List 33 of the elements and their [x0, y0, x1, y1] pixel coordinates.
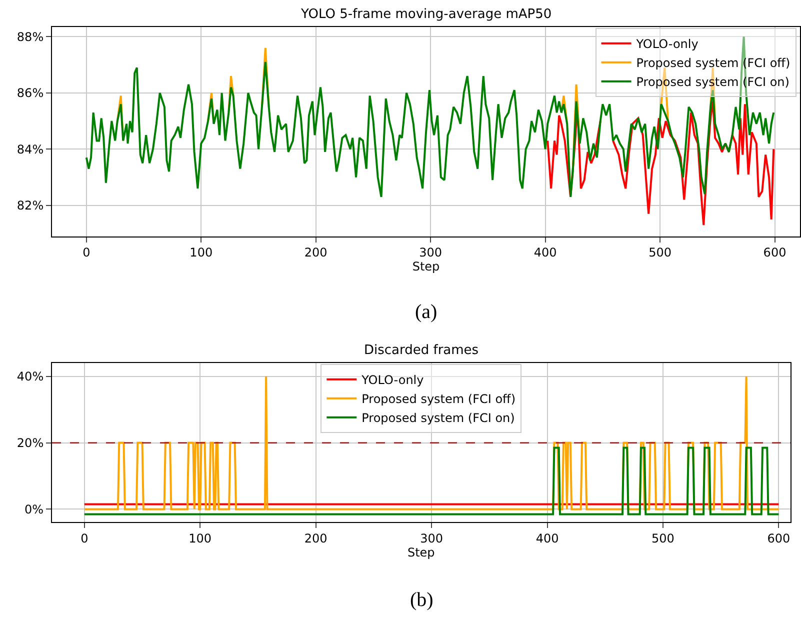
legend-label: Proposed system (FCI on) — [636, 75, 790, 90]
x-tick-label: 300 — [420, 532, 444, 546]
y-tick-label: 82% — [16, 198, 44, 213]
x-axis-title: Step — [407, 546, 435, 560]
y-tick-label: 88% — [16, 30, 44, 44]
y-tick-label: 20% — [16, 436, 44, 450]
text: (a) — [415, 301, 438, 323]
x-tick-label: 500 — [648, 246, 672, 260]
x-tick-label: 600 — [767, 532, 790, 546]
chart-title: YOLO 5-frame moving-average mAP50 — [300, 7, 552, 22]
x-tick-label: 0 — [80, 532, 88, 546]
x-tick-label: 200 — [304, 532, 328, 546]
y-tick-label: 40% — [16, 370, 44, 384]
y-tick-label: 86% — [16, 86, 44, 100]
x-tick-label: 600 — [763, 246, 786, 260]
x-tick-label: 400 — [534, 246, 557, 260]
x-tick-label: 500 — [652, 532, 674, 546]
x-tick-label: 100 — [188, 532, 212, 546]
text: (b) — [410, 589, 434, 611]
legend-label: YOLO-only — [360, 373, 424, 388]
legend-label: YOLO-only — [635, 37, 698, 52]
x-axis-title: Step — [412, 260, 440, 274]
chart-title: Discarded frames — [364, 343, 479, 358]
y-tick-label: 84% — [16, 142, 44, 156]
y-tick-label: 0% — [24, 502, 44, 516]
x-tick-label: 300 — [419, 246, 442, 260]
legend-label: Proposed system (FCI on) — [362, 411, 515, 426]
x-tick-label: 200 — [304, 246, 328, 260]
legend-label: Proposed system (FCI off) — [362, 392, 516, 406]
x-tick-label: 0 — [82, 246, 90, 260]
legend-label: Proposed system (FCI off) — [636, 56, 790, 70]
x-tick-label: 400 — [536, 532, 559, 546]
x-tick-label: 100 — [190, 246, 213, 260]
